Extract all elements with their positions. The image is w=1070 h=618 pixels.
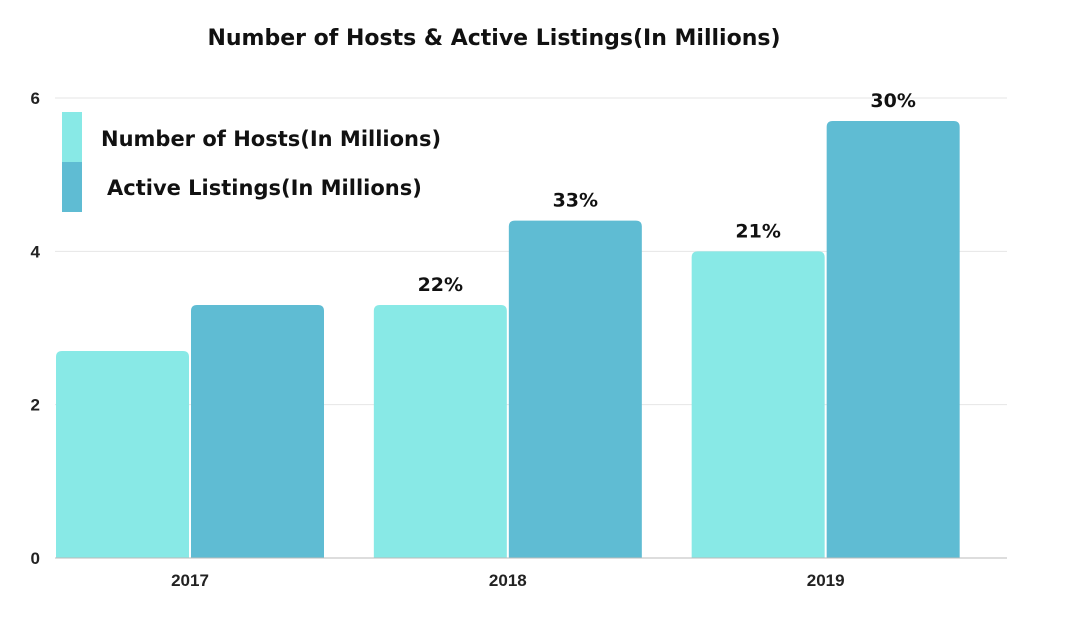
x-tick-label: 2018 — [489, 571, 527, 590]
legend-swatch — [62, 162, 82, 212]
data-label: 33% — [553, 190, 598, 212]
y-tick-label: 0 — [31, 549, 40, 568]
x-axis-ticks: 2017 2018 2019 — [171, 571, 844, 590]
bar-hosts-2017 — [56, 351, 189, 558]
y-tick-label: 2 — [31, 396, 40, 415]
data-label: 30% — [870, 90, 915, 112]
bar-listings-2017 — [191, 305, 324, 558]
data-labels: 22% 33% 21% 30% — [418, 90, 916, 296]
x-tick-label: 2019 — [807, 571, 845, 590]
x-tick-label: 2017 — [171, 571, 209, 590]
legend-swatch — [62, 112, 82, 162]
bars — [56, 121, 960, 559]
data-label: 22% — [418, 274, 463, 296]
y-tick-label: 6 — [31, 89, 40, 108]
legend: Number of Hosts(In Millions) Active Listi… — [62, 112, 441, 212]
y-tick-label: 4 — [31, 242, 41, 261]
bar-hosts-2019 — [691, 251, 825, 559]
legend-label: Active Listings(In Millions) — [107, 176, 422, 200]
chart-title: Number of Hosts & Active Listings(In Mil… — [207, 26, 780, 51]
y-axis-ticks: 0 2 4 6 — [31, 89, 41, 568]
bar-listings-2018 — [508, 220, 642, 558]
bar-listings-2019 — [826, 121, 960, 558]
legend-label: Number of Hosts(In Millions) — [101, 127, 441, 151]
data-label: 21% — [735, 220, 780, 242]
bar-hosts-2018 — [373, 305, 507, 558]
